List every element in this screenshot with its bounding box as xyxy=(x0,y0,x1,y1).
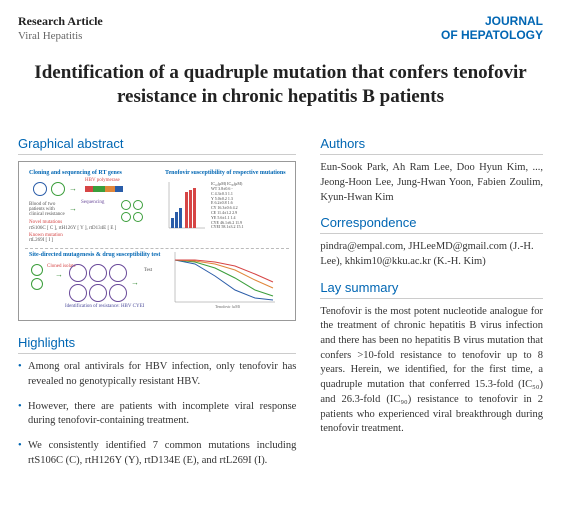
highlight-item: However, there are patients with incompl… xyxy=(18,400,296,429)
ga-divider xyxy=(25,248,289,249)
ga-bar-chart-icon xyxy=(165,182,205,232)
ga-circle-icon xyxy=(133,200,143,210)
ga-arrow-icon: → xyxy=(69,184,77,193)
ga-circle-icon xyxy=(69,284,87,302)
ga-label: Identification of resistance: HBV CYEI xyxy=(65,304,144,309)
ga-circle-icon xyxy=(109,284,127,302)
top-bar: Research Article Viral Hepatitis JOURNAL… xyxy=(18,14,543,43)
highlight-item: We consistently identified 7 common muta… xyxy=(18,439,296,468)
ga-panel-c-title: Site-directed mutagenesis & drug suscept… xyxy=(29,252,160,258)
svg-text:Tenofovir (μM): Tenofovir (μM) xyxy=(215,304,241,308)
article-type-block: Research Article Viral Hepatitis xyxy=(18,14,103,42)
article-type: Research Article xyxy=(18,14,103,29)
highlights-heading: Highlights xyxy=(18,335,296,354)
ga-circle-icon xyxy=(89,284,107,302)
ga-label: rtS106C [ C ], rtH126Y [ Y ], rtD134E [ … xyxy=(29,226,116,231)
ga-label: rtL269I [ I ] xyxy=(29,238,53,243)
authors-heading: Authors xyxy=(320,136,543,155)
ga-label: Sequencing xyxy=(81,200,104,205)
ga-label: Test xyxy=(141,268,155,273)
ga-circle-icon xyxy=(133,212,143,222)
ga-circle-icon xyxy=(109,264,127,282)
graphical-abstract-inner: Cloning and sequencing of RT genes → HBV… xyxy=(25,168,289,314)
correspondence-text: pindra@empal.com, JHLeeMD@gmail.com (J.-… xyxy=(320,240,543,269)
ga-circle-icon xyxy=(31,278,43,290)
ga-data-table: IC₅₀(μM) IC₉₀(μM) WT 3.8±0.6 - C 4.3±0.3… xyxy=(211,182,244,230)
correspondence-heading: Correspondence xyxy=(320,215,543,234)
journal-name: JOURNAL OF HEPATOLOGY xyxy=(441,14,543,43)
ga-circle-icon xyxy=(31,264,43,276)
left-column: Graphical abstract Cloning and sequencin… xyxy=(18,136,296,478)
lay-summary-heading: Lay summary xyxy=(320,280,543,299)
article-subtype: Viral Hepatitis xyxy=(18,30,103,42)
lay-summary-text: Tenofovir is the most potent nucleotide … xyxy=(320,305,543,437)
two-column-layout: Graphical abstract Cloning and sequencin… xyxy=(18,136,543,478)
ga-gene-bar-icon xyxy=(85,184,125,194)
graphical-abstract-figure: Cloning and sequencing of RT genes → HBV… xyxy=(18,161,296,321)
ga-label: Blood of two patients with clinical resi… xyxy=(29,202,69,217)
right-column: Authors Eun-Sook Park, Ah Ram Lee, Doo H… xyxy=(320,136,543,478)
ga-circle-icon xyxy=(51,182,65,196)
ga-panel-b-title: Tenofovir susceptibility of respective m… xyxy=(165,170,286,176)
paper-title: Identification of a quadruple mutation t… xyxy=(24,61,537,109)
ga-circle-icon xyxy=(89,264,107,282)
ga-panel-a-title: Cloning and sequencing of RT genes xyxy=(29,170,122,176)
ga-arrow-icon: → xyxy=(55,270,63,279)
journal-line2: OF HEPATOLOGY xyxy=(441,28,543,42)
ga-arrow-icon: → xyxy=(69,204,77,213)
highlight-item: Among oral antivirals for HBV infection,… xyxy=(18,360,296,389)
ga-arrow-icon: → xyxy=(131,278,139,287)
ga-line-chart-icon: Tenofovir (μM) xyxy=(165,252,275,308)
ga-circle-icon xyxy=(121,200,131,210)
authors-text: Eun-Sook Park, Ah Ram Lee, Doo Hyun Kim,… xyxy=(320,161,543,205)
highlights-list: Among oral antivirals for HBV infection,… xyxy=(18,360,296,468)
ga-circle-icon xyxy=(69,264,87,282)
ga-circle-icon xyxy=(33,182,47,196)
ga-label: Novel mutations xyxy=(29,220,62,225)
ga-circle-icon xyxy=(121,212,131,222)
journal-line1: JOURNAL xyxy=(441,14,543,28)
graphical-abstract-heading: Graphical abstract xyxy=(18,136,296,155)
ga-label: HBV polymerase xyxy=(85,178,120,183)
page-root: Research Article Viral Hepatitis JOURNAL… xyxy=(0,0,561,492)
